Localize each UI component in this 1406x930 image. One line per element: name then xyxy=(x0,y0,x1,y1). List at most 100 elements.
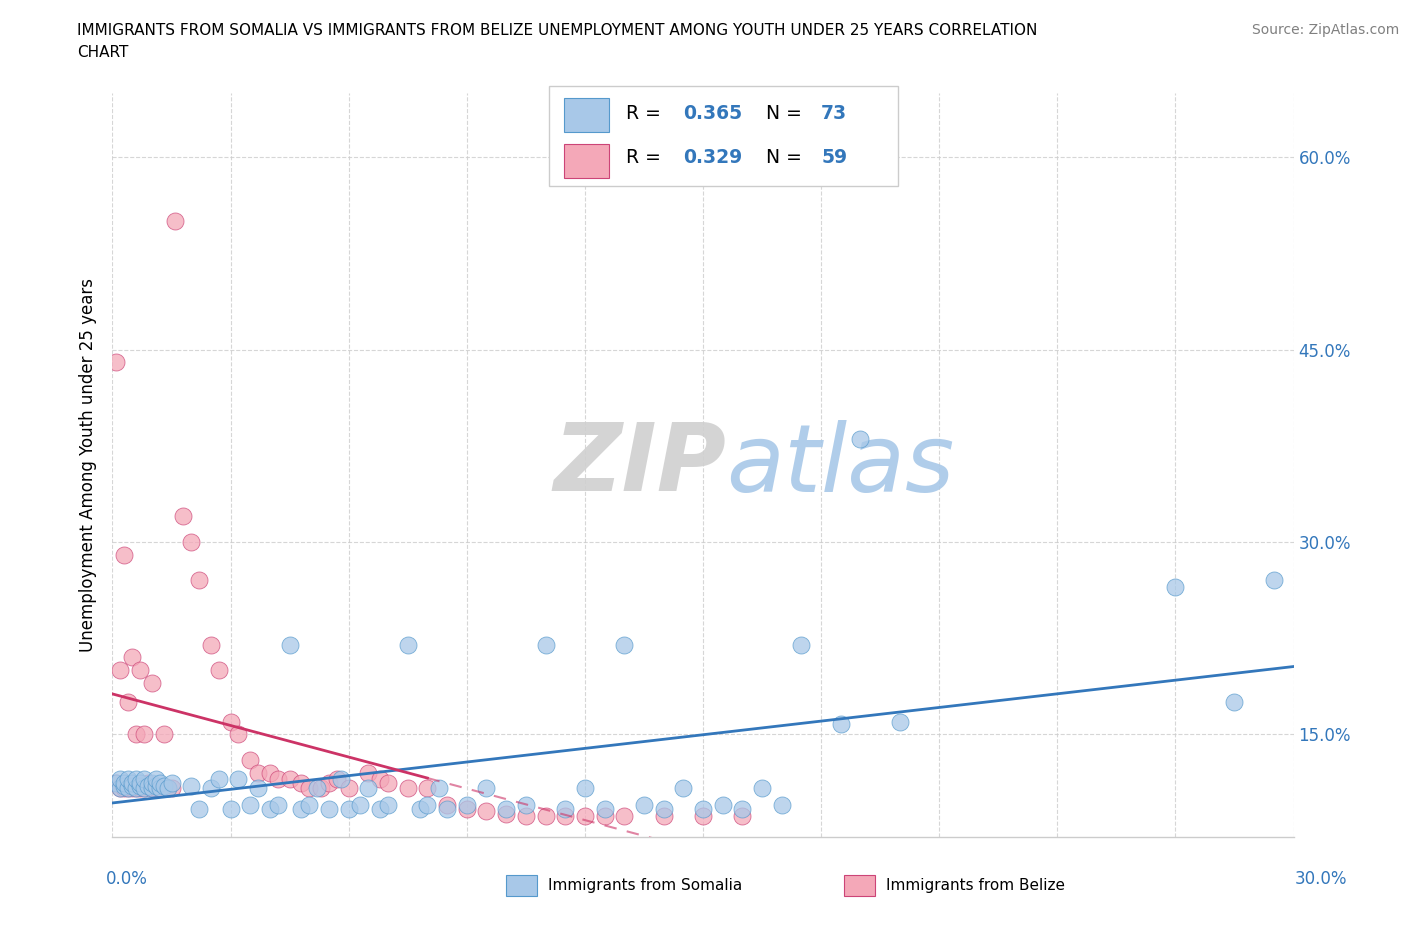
Point xyxy=(554,802,576,817)
Y-axis label: Unemployment Among Youth under 25 years: Unemployment Among Youth under 25 years xyxy=(79,278,97,652)
Point xyxy=(121,781,143,796)
Point xyxy=(534,637,557,652)
Point xyxy=(329,772,352,787)
Point xyxy=(416,798,439,813)
Point xyxy=(337,802,360,817)
Point xyxy=(427,781,450,796)
Point xyxy=(475,781,498,796)
Point xyxy=(692,809,714,824)
Text: R =: R = xyxy=(626,104,666,123)
Point xyxy=(188,802,211,817)
Text: 59: 59 xyxy=(821,149,848,167)
Point xyxy=(456,802,478,817)
Point xyxy=(121,650,143,665)
Point xyxy=(652,809,675,824)
Point xyxy=(377,798,399,813)
Point xyxy=(141,781,163,796)
Point xyxy=(318,776,340,790)
Point xyxy=(136,776,159,790)
Point xyxy=(112,778,135,793)
Point xyxy=(475,804,498,818)
Point xyxy=(121,776,143,790)
Point xyxy=(152,727,174,742)
Point xyxy=(200,637,222,652)
Point xyxy=(141,781,163,796)
Point xyxy=(267,798,290,813)
Point xyxy=(117,781,139,796)
Point xyxy=(692,802,714,817)
Text: R =: R = xyxy=(626,149,666,167)
Point xyxy=(110,781,132,796)
Point xyxy=(396,637,419,652)
Text: 0.329: 0.329 xyxy=(683,149,742,167)
Point xyxy=(141,776,163,790)
Point xyxy=(613,809,636,824)
Point xyxy=(228,727,250,742)
Point xyxy=(278,772,301,787)
Point xyxy=(180,778,202,793)
Point xyxy=(129,781,152,796)
Point xyxy=(160,776,183,790)
Point xyxy=(515,798,537,813)
Point xyxy=(309,781,332,796)
Point xyxy=(112,776,135,790)
Point xyxy=(298,798,321,813)
Text: 73: 73 xyxy=(821,104,848,123)
Point xyxy=(219,802,242,817)
Point xyxy=(357,781,380,796)
Bar xyxy=(564,99,609,132)
Point xyxy=(132,727,155,742)
Point xyxy=(112,548,135,563)
Point xyxy=(188,573,211,588)
Point xyxy=(156,781,179,796)
Text: IMMIGRANTS FROM SOMALIA VS IMMIGRANTS FROM BELIZE UNEMPLOYMENT AMONG YOUTH UNDER: IMMIGRANTS FROM SOMALIA VS IMMIGRANTS FR… xyxy=(77,23,1038,38)
Point xyxy=(180,535,202,550)
Point xyxy=(711,798,734,813)
Point xyxy=(377,776,399,790)
Point xyxy=(290,802,312,817)
Point xyxy=(129,778,152,793)
Point xyxy=(349,798,371,813)
Point xyxy=(515,809,537,824)
Point xyxy=(239,752,262,767)
Text: Immigrants from Belize: Immigrants from Belize xyxy=(886,878,1064,893)
Point xyxy=(436,802,458,817)
Point xyxy=(593,809,616,824)
Point xyxy=(731,802,754,817)
Point xyxy=(456,798,478,813)
Point xyxy=(132,781,155,796)
Point xyxy=(318,802,340,817)
Point xyxy=(633,798,655,813)
Point xyxy=(145,772,167,787)
Text: N =: N = xyxy=(766,149,807,167)
Point xyxy=(219,714,242,729)
Point xyxy=(259,765,281,780)
Text: 30.0%: 30.0% xyxy=(1295,870,1347,888)
Point xyxy=(1164,579,1187,594)
Point xyxy=(149,776,172,790)
Point xyxy=(247,765,270,780)
Point xyxy=(278,637,301,652)
FancyBboxPatch shape xyxy=(550,86,898,186)
Point xyxy=(368,802,391,817)
Point xyxy=(132,781,155,796)
Point xyxy=(368,772,391,787)
Point xyxy=(165,214,187,229)
Point xyxy=(652,802,675,817)
Point xyxy=(117,781,139,796)
Point xyxy=(889,714,911,729)
Point xyxy=(830,717,852,732)
Point xyxy=(172,509,194,524)
Point xyxy=(110,772,132,787)
Point xyxy=(208,663,231,678)
Point xyxy=(290,776,312,790)
Text: Immigrants from Somalia: Immigrants from Somalia xyxy=(548,878,742,893)
Point xyxy=(110,663,132,678)
Point xyxy=(259,802,281,817)
Point xyxy=(770,798,793,813)
Point xyxy=(141,675,163,690)
Point xyxy=(1263,573,1285,588)
Point xyxy=(125,727,148,742)
Point xyxy=(1223,695,1246,710)
Point xyxy=(751,781,773,796)
